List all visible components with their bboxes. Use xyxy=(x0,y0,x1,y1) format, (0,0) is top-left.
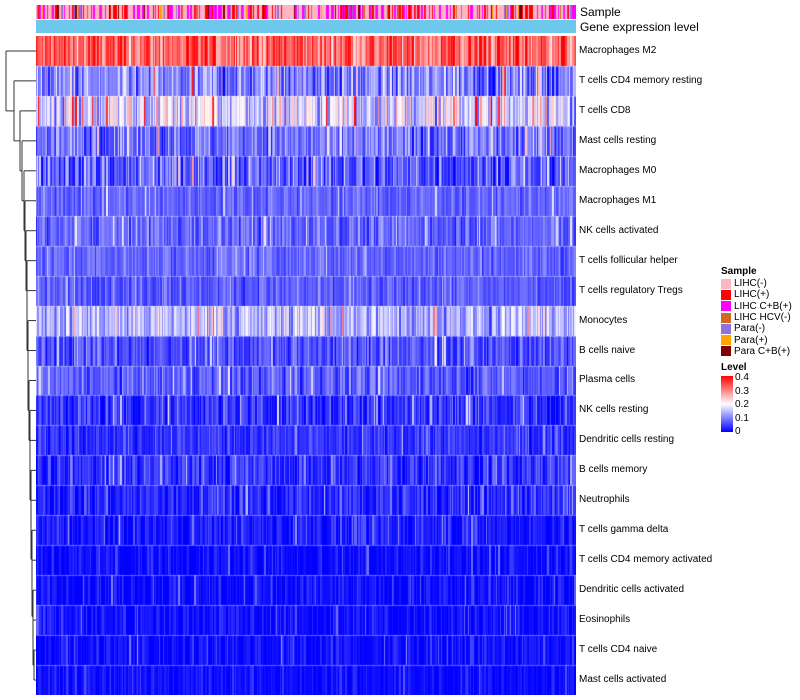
level-tick-label: 0.4 xyxy=(735,372,749,383)
level-legend-title: Level xyxy=(721,362,747,373)
sample-track-label: Sample xyxy=(580,5,621,19)
legend-swatch xyxy=(721,289,731,300)
legend-label: Para(-) xyxy=(734,323,766,335)
sample-legend-item: Para(-) xyxy=(721,323,800,334)
level-tick-label: 0.2 xyxy=(735,399,749,410)
row-label: T cells CD4 naive xyxy=(579,644,658,656)
legend-swatch xyxy=(721,312,731,323)
level-legend: Level 0.4 0.3 0.2 0.1 0 xyxy=(721,362,800,437)
sample-annotation-bar xyxy=(36,5,576,19)
level-color-gradient xyxy=(721,376,733,432)
level-tick-label: 0.3 xyxy=(735,385,749,397)
row-label: Eosinophils xyxy=(579,614,631,626)
sample-legend-item: LIHC C+B(+) xyxy=(721,301,800,312)
sample-legend: Sample LIHC(-) LIHC(+) LIHC C+B(+) LIHC HCV… xyxy=(721,266,800,357)
legend-label: LIHC HCV(-) xyxy=(734,312,791,324)
row-label: Neutrophils xyxy=(579,494,630,506)
row-label: Mast cells resting xyxy=(579,134,657,146)
gene-expression-track-label: Gene expression level xyxy=(580,20,699,34)
legend-label: LIHC(+) xyxy=(734,289,770,301)
sample-legend-item: Para(+) xyxy=(721,334,800,346)
heatmap-cells xyxy=(36,36,576,695)
row-label: Mast cells activated xyxy=(579,674,667,686)
row-label: NK cells activated xyxy=(579,224,659,236)
sample-legend-item: LIHC HCV(-) xyxy=(721,312,800,323)
row-labels: Macrophages M2 T cells CD4 memory resting… xyxy=(579,36,719,695)
row-label: Plasma cells xyxy=(579,374,636,386)
row-label: Macrophages M2 xyxy=(579,44,657,56)
row-label: B cells naive xyxy=(579,344,636,356)
row-label: Dendritic cells resting xyxy=(579,434,675,446)
row-label: Macrophages M0 xyxy=(579,164,657,176)
row-label: Monocytes xyxy=(579,314,628,326)
legend-swatch xyxy=(721,301,731,312)
row-label: T cells CD8 xyxy=(579,104,631,116)
sample-legend-items: LIHC(-) LIHC(+) LIHC C+B(+) LIHC HCV(-) Para… xyxy=(721,278,800,357)
level-tick-label: 0.1 xyxy=(735,412,749,424)
legend-swatch xyxy=(721,346,731,357)
row-label: T cells gamma delta xyxy=(579,524,669,536)
legend-label: LIHC(-) xyxy=(734,278,767,290)
row-label: NK cells resting xyxy=(579,404,649,416)
row-dendrogram xyxy=(5,50,36,681)
row-label: B cells memory xyxy=(579,464,648,476)
legend-label: Para(+) xyxy=(734,334,768,346)
legend-label: LIHC C+B(+) xyxy=(734,300,792,312)
legend-swatch xyxy=(721,335,731,346)
row-label: T cells CD4 memory resting xyxy=(579,74,703,86)
sample-legend-item: LIHC(-) xyxy=(721,278,800,289)
row-label: T cells CD4 memory activated xyxy=(579,554,713,566)
row-label: Dendritic cells activated xyxy=(579,584,685,596)
row-label: Macrophages M1 xyxy=(579,194,657,206)
sample-legend-item: LIHC(+) xyxy=(721,289,800,300)
sample-legend-title: Sample xyxy=(721,266,757,277)
legend-swatch xyxy=(721,278,731,289)
gene-expression-annotation-bar xyxy=(36,20,576,33)
row-label: T cells follicular helper xyxy=(579,254,678,266)
level-tick-label: 0 xyxy=(735,426,741,437)
legend-swatch xyxy=(721,323,731,334)
legend-label: Para C+B(+) xyxy=(734,345,791,357)
row-label: T cells regulatory Tregs xyxy=(579,284,683,296)
sample-legend-item: Para C+B(+) xyxy=(721,346,800,357)
